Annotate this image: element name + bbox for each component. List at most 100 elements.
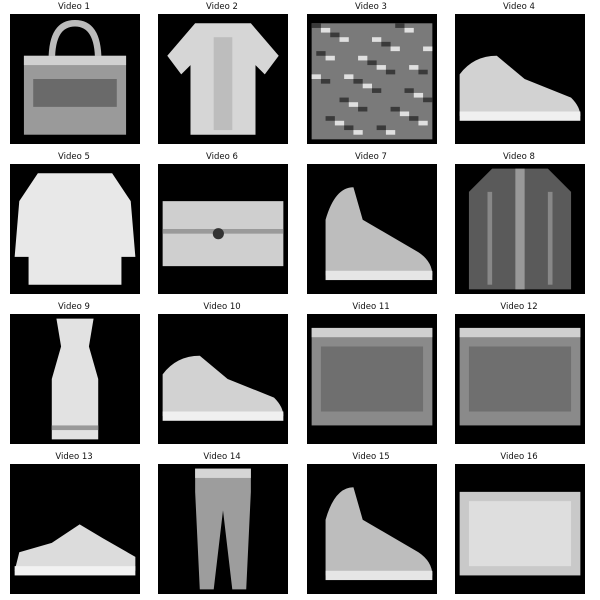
sneaker-sole xyxy=(459,111,581,121)
texture-dot xyxy=(325,116,335,121)
coat-line xyxy=(547,191,553,285)
video-thumbnail-9[interactable] xyxy=(10,314,140,444)
texture-dot xyxy=(344,74,354,79)
video-tile[interactable]: Video 3 xyxy=(297,0,445,148)
texture-dot xyxy=(385,69,396,75)
texture-dot xyxy=(358,106,368,112)
video-title: Video 9 xyxy=(58,302,90,312)
dress-body xyxy=(51,318,99,440)
video-tile[interactable]: Video 14 xyxy=(148,450,296,598)
texture-dot xyxy=(372,37,382,42)
video-thumbnail-5[interactable] xyxy=(10,164,140,294)
texture-dot xyxy=(390,46,400,52)
trouser-waistband xyxy=(195,468,251,478)
bag-panel xyxy=(468,346,572,412)
texture-dot xyxy=(409,116,419,121)
texture-dot xyxy=(413,92,424,98)
texture-dot xyxy=(339,97,349,103)
video-thumbnail-14[interactable] xyxy=(158,464,288,594)
video-tile[interactable]: Video 7 xyxy=(297,150,445,298)
video-tile[interactable]: Video 1 xyxy=(0,0,148,148)
shirt-placket xyxy=(213,37,233,131)
boot-sole xyxy=(325,270,433,281)
video-title: Video 14 xyxy=(203,452,241,462)
texture-dot xyxy=(390,106,400,112)
texture-dot xyxy=(395,23,405,28)
texture-dot xyxy=(344,125,354,131)
bag-panel xyxy=(320,346,424,412)
video-title: Video 10 xyxy=(203,302,241,312)
sneaker-upper xyxy=(459,55,581,117)
texture-dot xyxy=(334,120,345,126)
video-title: Video 15 xyxy=(352,452,390,462)
shoe-sole xyxy=(14,566,136,576)
texture-dot xyxy=(353,79,363,84)
video-thumbnail-7[interactable] xyxy=(307,164,437,294)
texture-dot xyxy=(376,125,386,131)
video-tile[interactable]: Video 16 xyxy=(445,450,593,598)
pullover-body xyxy=(14,173,136,285)
video-tile[interactable]: Video 12 xyxy=(445,300,593,448)
video-title: Video 7 xyxy=(355,152,387,162)
bag-rim xyxy=(311,327,433,338)
video-thumbnail-4[interactable] xyxy=(455,14,585,144)
video-tile[interactable]: Video 15 xyxy=(297,450,445,598)
dress-hem xyxy=(51,425,99,431)
video-tile[interactable]: Video 6 xyxy=(148,150,296,298)
texture-dot xyxy=(311,23,321,28)
video-tile[interactable]: Video 5 xyxy=(0,150,148,298)
handle xyxy=(48,20,102,61)
video-thumbnail-1[interactable] xyxy=(10,14,140,144)
texture-dot xyxy=(404,88,414,93)
video-thumbnail-12[interactable] xyxy=(455,314,585,444)
video-thumbnail-13[interactable] xyxy=(10,464,140,594)
wallet-clasp xyxy=(212,228,224,240)
video-title: Video 4 xyxy=(503,2,535,12)
video-thumbnail-11[interactable] xyxy=(307,314,437,444)
video-thumbnail-15[interactable] xyxy=(307,464,437,594)
video-thumbnail-10[interactable] xyxy=(158,314,288,444)
video-title: Video 6 xyxy=(206,152,238,162)
video-title: Video 11 xyxy=(352,302,390,312)
video-tile[interactable]: Video 10 xyxy=(148,300,296,448)
video-thumbnail-8[interactable] xyxy=(455,164,585,294)
boot-sole xyxy=(325,570,433,581)
texture-dot xyxy=(423,46,433,52)
video-tile[interactable]: Video 8 xyxy=(445,150,593,298)
video-title: Video 1 xyxy=(58,2,90,12)
texture-dot xyxy=(404,27,414,33)
video-thumbnail-2[interactable] xyxy=(158,14,288,144)
video-thumbnail-16[interactable] xyxy=(455,464,585,594)
bag-panel xyxy=(33,79,117,107)
texture-dot xyxy=(385,130,396,135)
bag-rim xyxy=(459,327,581,338)
trouser-body xyxy=(195,468,251,590)
video-tile[interactable]: Video 2 xyxy=(148,0,296,148)
texture-dot xyxy=(418,120,428,126)
video-thumbnail-6[interactable] xyxy=(158,164,288,294)
texture-dot xyxy=(325,55,335,61)
texture-dot xyxy=(320,79,331,84)
texture-dot xyxy=(353,130,363,135)
boot-upper xyxy=(325,187,433,276)
clutch-panel xyxy=(468,501,572,567)
video-title: Video 12 xyxy=(500,302,538,312)
sneaker-sole xyxy=(162,411,284,421)
texture-dot xyxy=(330,32,340,38)
texture-dot xyxy=(423,97,433,103)
video-tile[interactable]: Video 4 xyxy=(445,0,593,148)
video-tile[interactable]: Video 11 xyxy=(297,300,445,448)
texture-dot xyxy=(409,65,419,70)
video-title: Video 16 xyxy=(500,452,538,462)
texture-dot xyxy=(399,111,410,117)
texture-dot xyxy=(418,69,428,75)
video-tile[interactable]: Video 13 xyxy=(0,450,148,598)
bag-rim xyxy=(23,55,127,66)
video-thumbnail-3[interactable] xyxy=(307,14,437,144)
video-title: Video 8 xyxy=(503,152,535,162)
video-title: Video 13 xyxy=(55,452,93,462)
coat-zip xyxy=(515,168,525,290)
texture-dot xyxy=(358,55,368,61)
video-tile[interactable]: Video 9 xyxy=(0,300,148,448)
